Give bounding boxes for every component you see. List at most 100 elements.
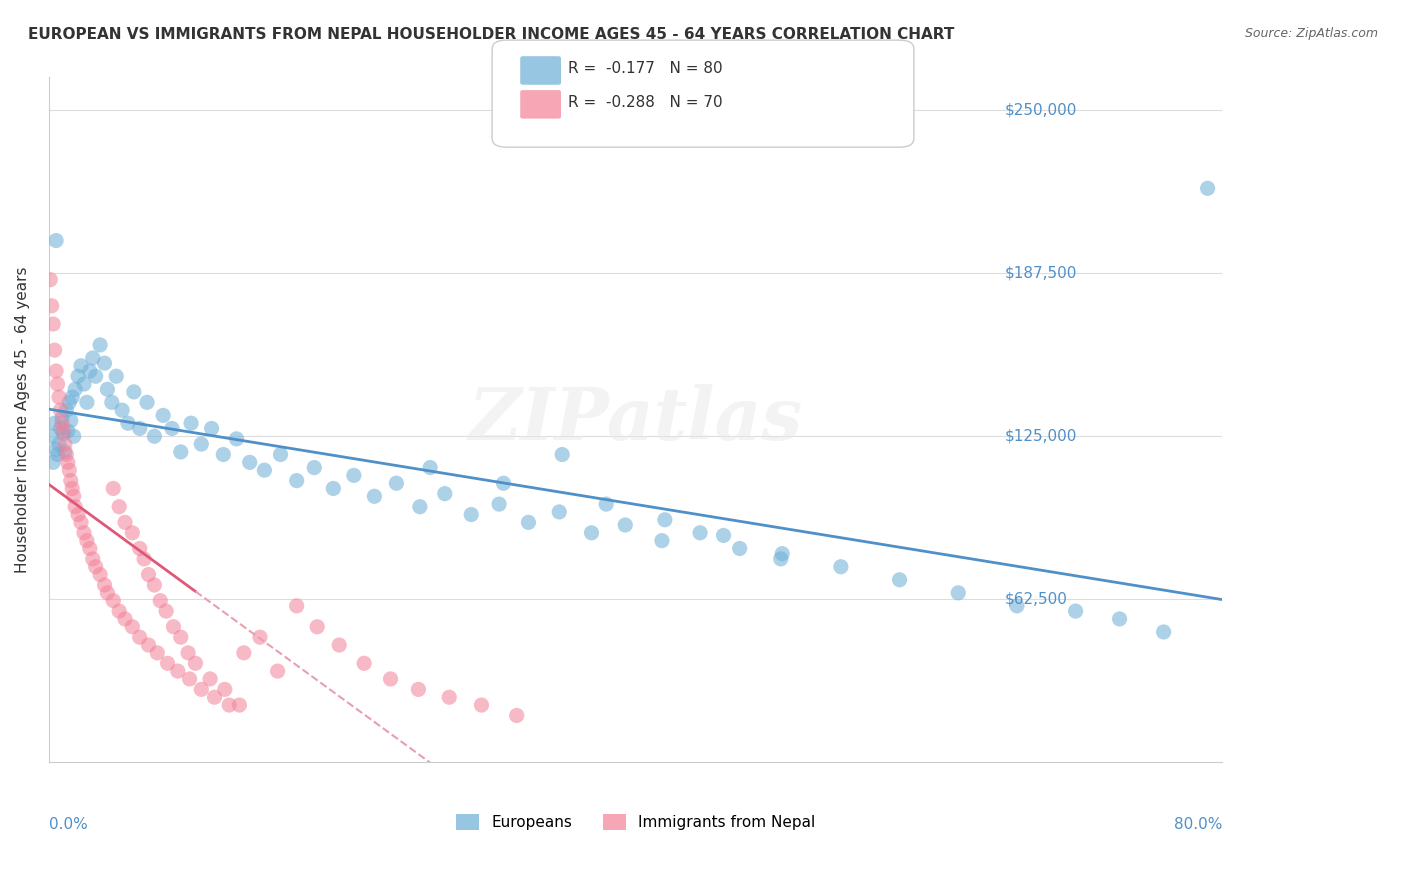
Immigrants from Nepal [52, 424, 75, 438]
Europeans [1064, 604, 1087, 618]
Immigrants from Nepal [149, 593, 172, 607]
Immigrants from Nepal [42, 317, 65, 331]
Europeans [79, 364, 101, 378]
Europeans [49, 421, 72, 435]
Europeans [160, 421, 183, 435]
Immigrants from Nepal [70, 516, 93, 530]
Immigrants from Nepal [380, 672, 402, 686]
Immigrants from Nepal [218, 698, 240, 712]
Text: R =  -0.177   N = 80: R = -0.177 N = 80 [568, 62, 723, 76]
Europeans [225, 432, 247, 446]
Immigrants from Nepal [162, 620, 184, 634]
Europeans [93, 356, 115, 370]
Europeans [551, 448, 574, 462]
Immigrants from Nepal [62, 489, 84, 503]
Immigrants from Nepal [41, 299, 63, 313]
Europeans [488, 497, 510, 511]
Immigrants from Nepal [63, 500, 86, 514]
Europeans [89, 338, 111, 352]
Europeans [769, 552, 792, 566]
Europeans [433, 486, 456, 500]
Europeans [63, 382, 86, 396]
Europeans [44, 416, 66, 430]
Immigrants from Nepal [155, 604, 177, 618]
Europeans [105, 369, 128, 384]
Immigrants from Nepal [114, 516, 136, 530]
Immigrants from Nepal [198, 672, 221, 686]
Immigrants from Nepal [214, 682, 236, 697]
Europeans [830, 559, 852, 574]
Europeans [253, 463, 276, 477]
Europeans [60, 390, 83, 404]
Text: EUROPEAN VS IMMIGRANTS FROM NEPAL HOUSEHOLDER INCOME AGES 45 - 64 YEARS CORRELAT: EUROPEAN VS IMMIGRANTS FROM NEPAL HOUSEH… [28, 27, 955, 42]
Immigrants from Nepal [82, 552, 104, 566]
Immigrants from Nepal [48, 390, 70, 404]
Immigrants from Nepal [353, 657, 375, 671]
Text: $250,000: $250,000 [1005, 103, 1077, 118]
Immigrants from Nepal [108, 500, 131, 514]
Text: Source: ZipAtlas.com: Source: ZipAtlas.com [1244, 27, 1378, 40]
Europeans [1005, 599, 1028, 613]
Immigrants from Nepal [96, 586, 118, 600]
Immigrants from Nepal [79, 541, 101, 556]
Immigrants from Nepal [228, 698, 250, 712]
Europeans [82, 351, 104, 365]
Europeans [136, 395, 159, 409]
Europeans [689, 525, 711, 540]
Y-axis label: Householder Income Ages 45 - 64 years: Householder Income Ages 45 - 64 years [15, 267, 30, 574]
Europeans [409, 500, 432, 514]
Immigrants from Nepal [177, 646, 200, 660]
Immigrants from Nepal [108, 604, 131, 618]
Immigrants from Nepal [266, 664, 288, 678]
Europeans [595, 497, 617, 511]
Europeans [56, 424, 79, 438]
Europeans [200, 421, 222, 435]
Europeans [548, 505, 571, 519]
Europeans [1153, 624, 1175, 639]
Immigrants from Nepal [470, 698, 492, 712]
Europeans [53, 445, 76, 459]
Immigrants from Nepal [408, 682, 430, 697]
Europeans [52, 426, 75, 441]
Text: 0.0%: 0.0% [49, 817, 87, 832]
Europeans [492, 476, 515, 491]
Europeans [651, 533, 673, 548]
Europeans [270, 448, 292, 462]
Europeans [581, 525, 603, 540]
Immigrants from Nepal [128, 630, 150, 644]
Immigrants from Nepal [170, 630, 193, 644]
Europeans [122, 384, 145, 399]
Immigrants from Nepal [67, 508, 90, 522]
Europeans [460, 508, 482, 522]
Immigrants from Nepal [143, 578, 166, 592]
Europeans [76, 395, 98, 409]
Immigrants from Nepal [56, 455, 79, 469]
Europeans [770, 547, 793, 561]
Immigrants from Nepal [114, 612, 136, 626]
Europeans [96, 382, 118, 396]
Europeans [62, 429, 84, 443]
Legend: Europeans, Immigrants from Nepal: Europeans, Immigrants from Nepal [456, 814, 815, 830]
Europeans [42, 455, 65, 469]
Europeans [59, 414, 82, 428]
Immigrants from Nepal [39, 273, 62, 287]
Immigrants from Nepal [121, 525, 143, 540]
Immigrants from Nepal [103, 482, 125, 496]
Text: $62,500: $62,500 [1005, 592, 1069, 607]
Immigrants from Nepal [307, 620, 329, 634]
Immigrants from Nepal [156, 657, 179, 671]
Immigrants from Nepal [138, 638, 160, 652]
Europeans [713, 528, 735, 542]
Immigrants from Nepal [190, 682, 212, 697]
Europeans [152, 409, 174, 423]
Europeans [48, 437, 70, 451]
Europeans [1108, 612, 1130, 626]
Europeans [304, 460, 326, 475]
Immigrants from Nepal [53, 437, 76, 451]
Europeans [101, 395, 124, 409]
Europeans [45, 234, 67, 248]
Text: $187,500: $187,500 [1005, 266, 1077, 281]
Europeans [84, 369, 107, 384]
Europeans [55, 403, 77, 417]
Europeans [45, 442, 67, 457]
